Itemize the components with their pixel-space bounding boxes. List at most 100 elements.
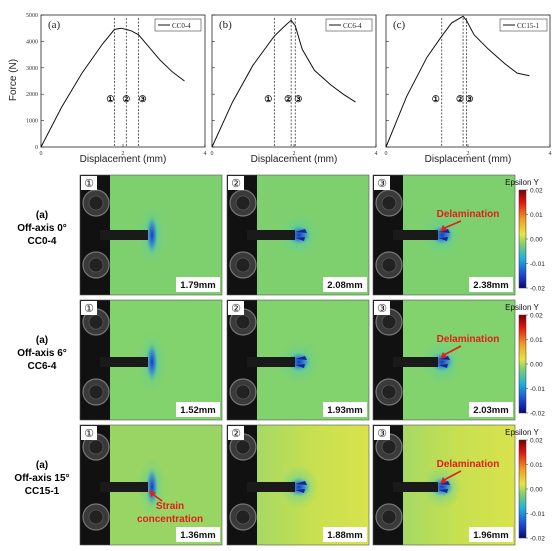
stage-number: ① [84, 178, 94, 190]
displacement-badge [469, 277, 513, 292]
x-tick-label: 0 [385, 151, 388, 157]
dic-image-border [372, 424, 516, 546]
marker-label: ① [264, 94, 272, 104]
displacement-value: 1.36mm [180, 530, 215, 541]
colorbar-tick-label: 0.02 [530, 313, 543, 320]
dic-field [80, 175, 222, 295]
displacement-badge [176, 527, 220, 542]
displacement-value: 1.52mm [180, 405, 215, 416]
dic-field [373, 425, 515, 545]
chart-b-legend [325, 18, 373, 32]
delamination-crack [438, 229, 450, 241]
colorbar-tick-label: 0.02 [530, 188, 543, 195]
fixture-bolt-inner [381, 509, 397, 525]
stage-number: ③ [377, 428, 387, 440]
dic-image-border [79, 299, 223, 421]
dic-field [80, 300, 222, 420]
stage-number: ② [231, 428, 241, 440]
dic-field [227, 425, 369, 545]
notch-bar [100, 230, 148, 240]
chart-b-frame [211, 14, 377, 148]
row-0-label-line3: CC0-4 [28, 236, 57, 247]
notch-bar [247, 230, 295, 240]
dic-image: ② 1.88mm [226, 424, 370, 546]
dic-field [373, 175, 515, 295]
dic-image: ② 1.93mm [226, 299, 370, 421]
strain-concentration-label-line2: concentration [137, 514, 203, 525]
colorbar-tick-label: -0.01 [530, 261, 545, 268]
displacement-badge [323, 277, 367, 292]
colorbar-tick-label: -0.02 [530, 286, 545, 293]
strain-concentration-spot [146, 467, 158, 507]
displacement-value: 2.38mm [473, 280, 508, 291]
fixture-bolt-inner [235, 257, 251, 273]
chart-a-ticks: 0 2 4 0 1000 2000 3000 4000 5000 [26, 13, 207, 157]
chart-a-legend-text: CC0-4 [172, 22, 191, 30]
marker-label: ③ [294, 94, 302, 104]
marker-label: ② [122, 94, 130, 104]
colorbar-title: Epsilon Y [505, 428, 539, 437]
row-label-1: (a) Off-axis 6° CC6-4 [17, 335, 67, 372]
colorbar-tick-label: 0.01 [530, 462, 543, 469]
fixture-bolt-inner [235, 195, 251, 211]
fixture-bolt-inner [381, 384, 397, 400]
fixture-bolt-inner [88, 509, 104, 525]
fixture-bolt-inner [235, 439, 251, 455]
dic-image: ③ 2.38mm Delamination [372, 174, 516, 296]
chart-b-panel-label: (b) [219, 19, 232, 31]
row-label-0: (a) Off-axis 0° CC0-4 [17, 210, 67, 247]
notch-bar [247, 357, 295, 367]
colorbar-tick-label: -0.02 [530, 411, 545, 418]
fixture-bolt-inner [381, 195, 397, 211]
row-2-label-line1: (a) [36, 460, 48, 471]
displacement-badge [323, 527, 367, 542]
y-tick-label: 2000 [26, 92, 38, 98]
displacement-value: 1.88mm [327, 530, 362, 541]
stage-badge [374, 426, 390, 440]
colorbar-tick-label: 0.00 [530, 362, 543, 369]
dic-image-border [372, 174, 516, 296]
dic-image-border [226, 174, 370, 296]
chart-c-legend-text: CC15-1 [517, 22, 540, 30]
stage-number: ③ [377, 178, 387, 190]
delamination-label: Delamination [437, 334, 500, 345]
dic-image: ③ 1.96mm Delamination [372, 424, 516, 546]
chart-a-panel-label: (a) [48, 19, 61, 31]
displacement-badge [176, 277, 220, 292]
fixture-bolt-inner [381, 439, 397, 455]
delamination-crack [295, 229, 307, 241]
annotation-arrowhead [440, 477, 447, 484]
displacement-value: 1.79mm [180, 280, 215, 291]
colorbar-tick-label: 0.01 [530, 337, 543, 344]
row-0-label-line2: Off-axis 0° [17, 223, 67, 234]
fixture-bolt-inner [381, 257, 397, 273]
marker-label: ① [432, 94, 440, 104]
chart-b-series-line [211, 19, 356, 148]
strain-concentration-spot [146, 342, 158, 382]
annotation-arrow [441, 220, 462, 230]
displacement-badge [176, 402, 220, 417]
notch-bar [100, 357, 148, 367]
strain-concentration-label-line1: Strain [156, 501, 184, 512]
colorbar-title: Epsilon Y [505, 303, 539, 312]
y-tick-label: 0 [35, 145, 38, 151]
displacement-value: 1.93mm [327, 405, 362, 416]
fixture-bolt-inner [88, 314, 104, 330]
dic-image-border [79, 174, 223, 296]
marker-label: ③ [465, 94, 473, 104]
stage-number: ① [84, 428, 94, 440]
stage-number: ② [231, 303, 241, 315]
delamination-crack [438, 356, 450, 368]
displacement-badge [323, 402, 367, 417]
dic-image-border [226, 299, 370, 421]
annotation-arrow [441, 470, 462, 482]
delamination-crack [438, 481, 450, 493]
colorbar: Epsilon Y0.02 0.01 0.00 -0.01 -0.02 [505, 178, 545, 293]
stage-badge [81, 301, 97, 315]
strain-concentration-spot [146, 215, 158, 255]
